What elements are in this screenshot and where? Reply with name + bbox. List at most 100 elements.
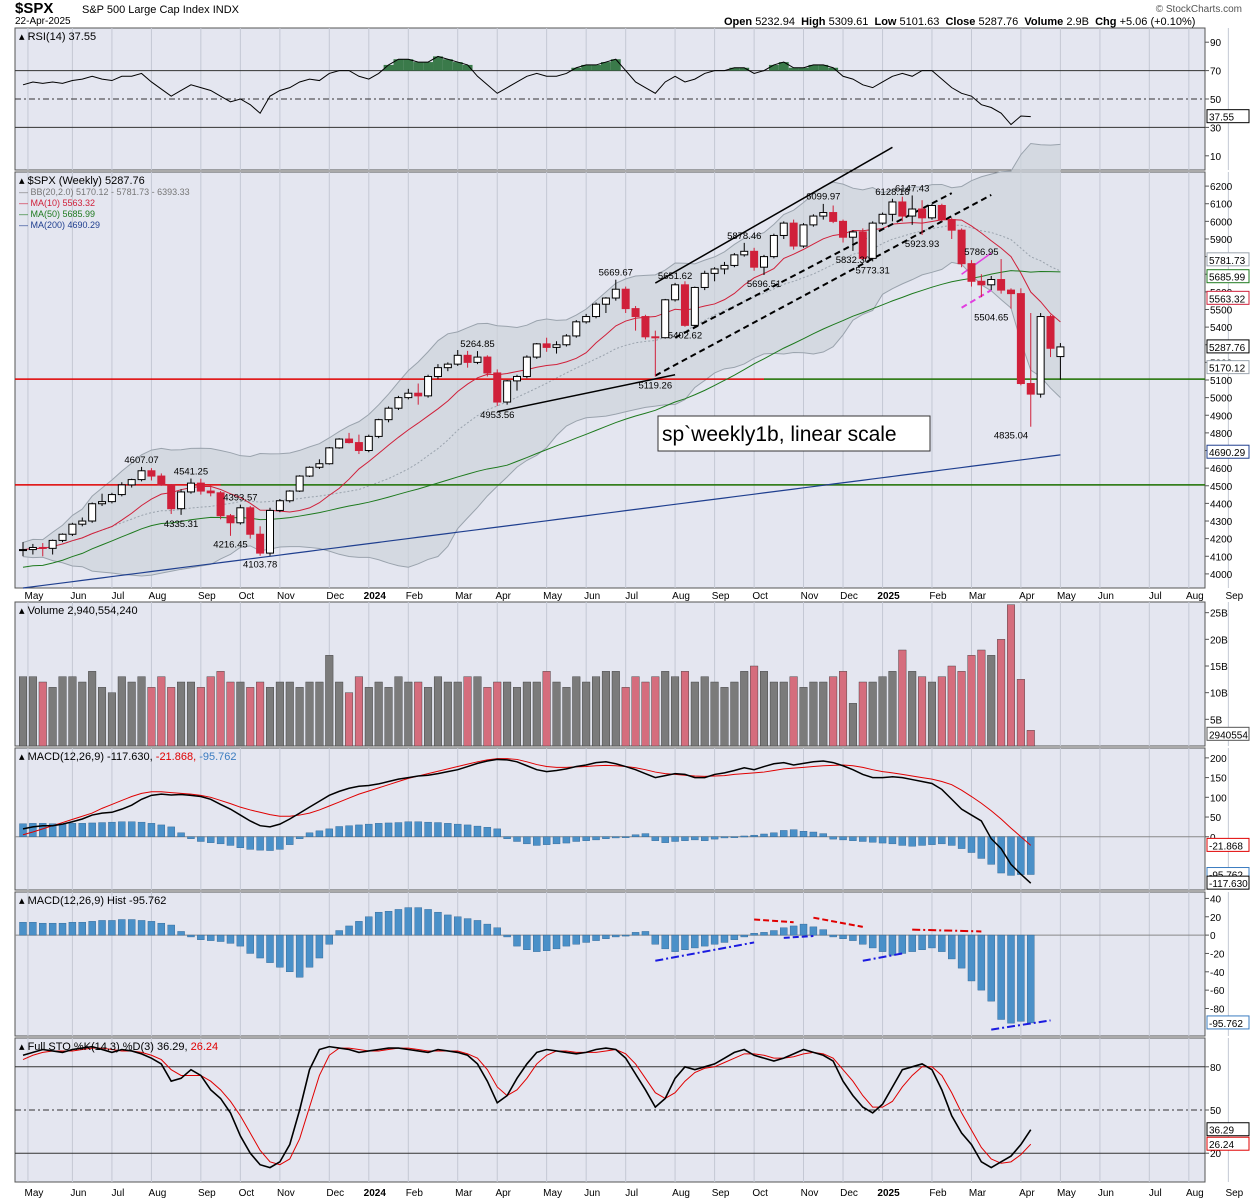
macd-hist-bar	[799, 831, 808, 837]
price-annotation: 4835.04	[994, 431, 1028, 442]
volume-bar	[908, 671, 917, 747]
candle-body	[977, 280, 986, 286]
hist-bar	[315, 934, 324, 959]
volume-bar	[404, 681, 413, 747]
trendline	[961, 252, 992, 275]
candle-body	[453, 354, 462, 365]
candle-body	[374, 419, 383, 437]
value-tag-label: 5287.76	[1209, 343, 1246, 354]
volume-bar	[88, 671, 97, 747]
volume-bar	[275, 681, 284, 747]
hist-bar	[621, 934, 630, 937]
divergence-line	[655, 941, 755, 962]
macd-value-tag: -21.868	[1206, 837, 1250, 852]
price-annotation: 5651.62	[658, 271, 692, 282]
candle-body	[937, 204, 946, 221]
volume-bar	[1016, 679, 1025, 747]
volume-bar	[167, 687, 176, 747]
macd-hist-bar	[483, 827, 492, 837]
axis-tick-label: 6100	[1210, 200, 1233, 211]
macd-hist-bar	[533, 836, 541, 846]
candle-body	[325, 447, 334, 465]
macd-hist-bar	[542, 836, 551, 845]
hist-bar	[108, 920, 116, 936]
axis-tick-label: 5900	[1210, 235, 1233, 246]
volume-bar	[473, 676, 482, 747]
hist-bar	[365, 916, 373, 936]
axis-tick-label: 25B	[1210, 609, 1228, 620]
hist-bar	[256, 934, 264, 959]
volume-bar	[710, 681, 719, 747]
axis-tick-label: 4500	[1210, 482, 1233, 493]
value-tag-box	[1206, 339, 1250, 354]
hist-bar	[602, 934, 610, 939]
hist-bar	[868, 934, 877, 949]
low-value: 5101.63	[899, 16, 940, 28]
stockcharts-credit[interactable]: © StockCharts.com	[1155, 4, 1242, 15]
hist-bar	[651, 934, 660, 945]
rsi-line	[22, 55, 1031, 126]
price-legend-label: ▴ $SPX (Weekly) 5287.76	[19, 175, 145, 187]
price-annotation: 4103.78	[243, 560, 277, 571]
month-label-bottom: Feb	[929, 1188, 947, 1199]
macd-hist-bar	[118, 821, 126, 837]
volume-bar	[858, 681, 867, 747]
axis-tick-label: 90	[1210, 38, 1222, 49]
hist-bar	[434, 911, 442, 936]
axis-tick-label: 30	[1210, 123, 1222, 134]
volume-bar	[266, 687, 275, 747]
candle-body	[246, 507, 255, 535]
candle-body	[38, 546, 47, 549]
candle-body	[117, 484, 126, 496]
candle-body	[1007, 289, 1015, 295]
macd-hist-bar	[29, 823, 37, 837]
candle-body	[256, 533, 265, 554]
hist-bar	[878, 934, 887, 952]
candle-body	[1056, 346, 1065, 358]
hist-bar	[98, 920, 106, 936]
volume-bar	[226, 681, 235, 747]
volume-bar	[750, 665, 759, 747]
candle-body	[532, 343, 541, 358]
month-label-bottom: Dec	[840, 1188, 858, 1199]
macd-hist-bar	[651, 836, 660, 841]
macd-hist-bar	[305, 832, 314, 837]
candle-body	[572, 321, 581, 337]
month-label-bottom: Mar	[455, 1188, 473, 1199]
hist-bar	[710, 934, 719, 945]
candle-body	[760, 256, 768, 268]
macd-hist-bar	[720, 836, 729, 839]
volume-bar	[829, 676, 838, 747]
candle-body	[582, 316, 591, 323]
volume-bar	[424, 687, 433, 747]
macd-hist-bar	[98, 822, 106, 837]
candle-body	[404, 392, 413, 399]
volume-bar	[256, 681, 265, 747]
month-label-bottom: Jun	[1098, 1188, 1114, 1199]
axis-tick-label: -20	[1210, 949, 1225, 960]
trendline	[674, 192, 953, 339]
candle-body	[522, 356, 531, 377]
axis-tick-label: 4800	[1210, 429, 1233, 440]
volume-bar	[690, 681, 699, 747]
hist-bar	[740, 934, 748, 938]
hist-bar	[552, 934, 561, 950]
candle-body	[354, 442, 363, 452]
candle-body	[888, 201, 897, 215]
volume-bar	[582, 681, 591, 747]
month-label-bottom: Apr	[495, 1188, 511, 1199]
macd-hist-bar	[1017, 836, 1025, 875]
hist-bar	[118, 919, 126, 936]
candle-body	[947, 219, 956, 231]
value-tag-label: 5781.73	[1209, 256, 1246, 267]
candle-body	[1046, 316, 1055, 349]
candle-body	[107, 494, 116, 503]
candle-body	[394, 397, 403, 409]
candle-body	[601, 297, 610, 305]
macd-hist-bar	[681, 836, 689, 841]
hist-bar	[750, 933, 758, 936]
volume-bar	[384, 687, 393, 747]
macd-hist-bar	[266, 836, 274, 851]
volume-bar	[947, 665, 956, 747]
